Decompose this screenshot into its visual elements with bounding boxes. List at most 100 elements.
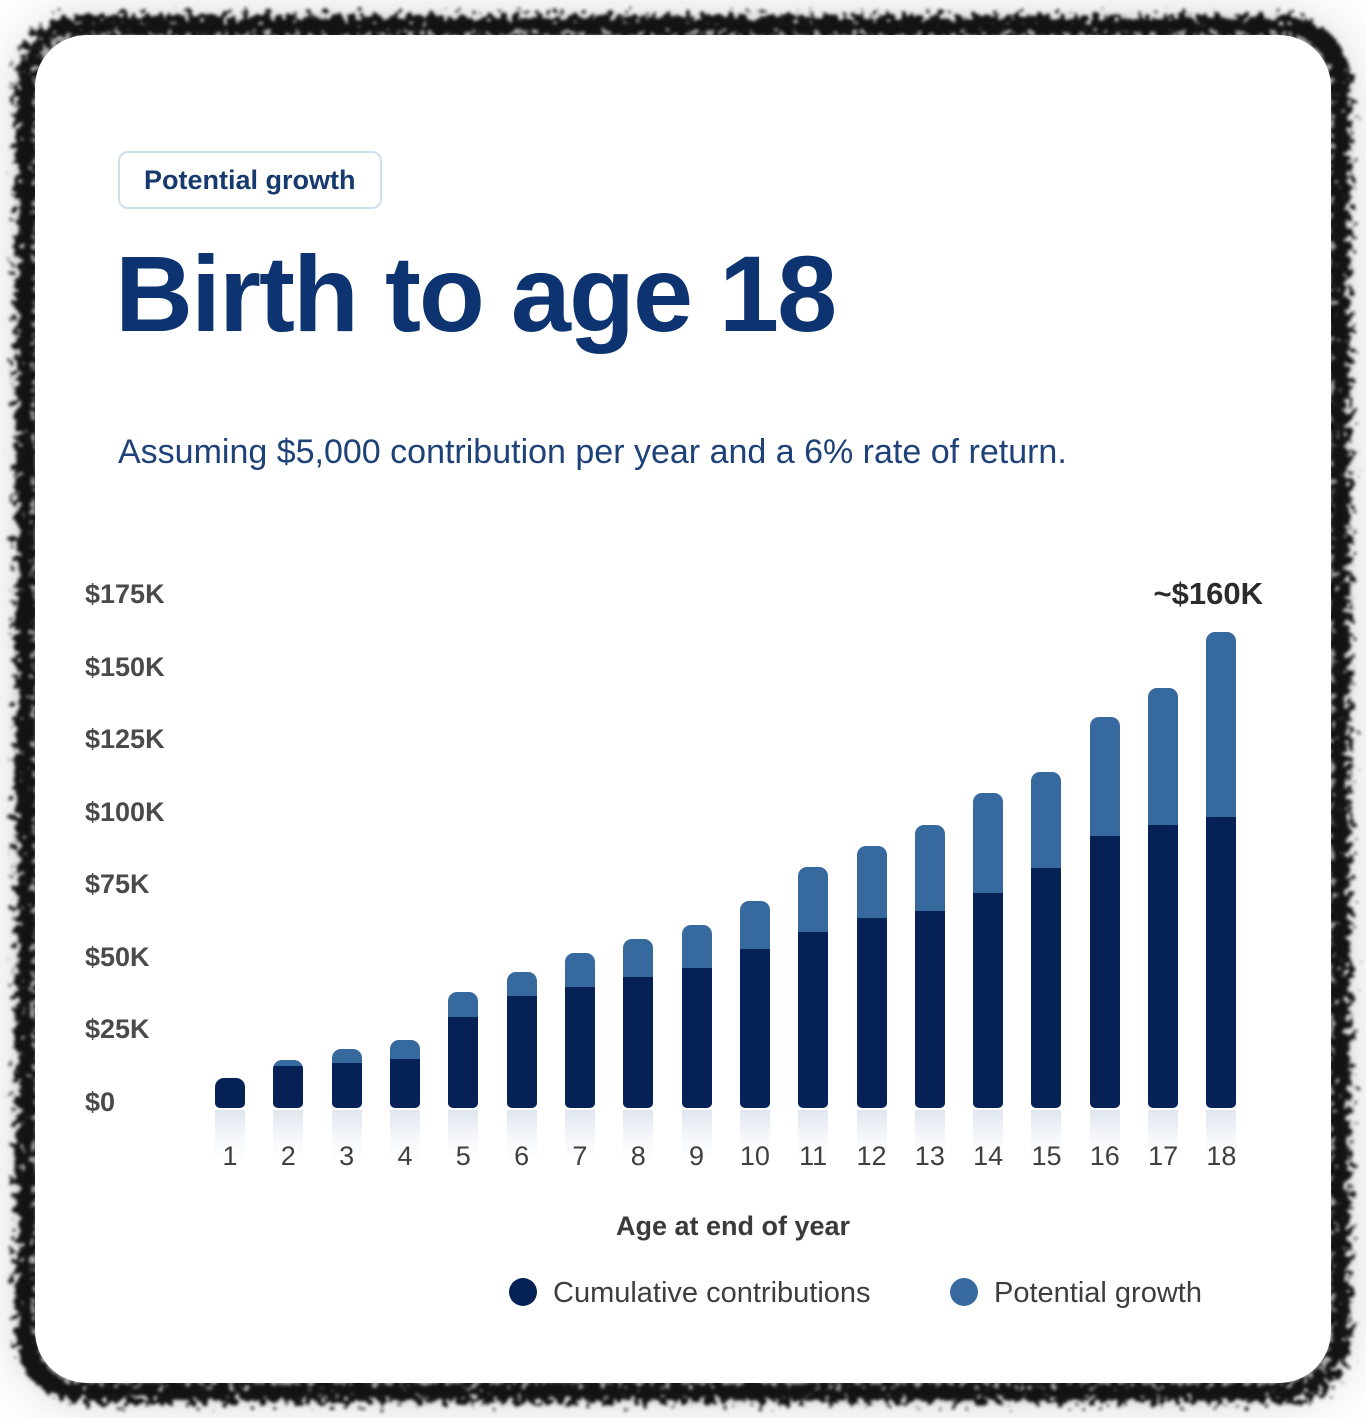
cumulative-contributions-segment (914, 911, 945, 1108)
x-tick-label: 2 (280, 1141, 296, 1171)
stacked-bar-age-13 (914, 825, 945, 1108)
bar-reflection (1089, 1110, 1120, 1162)
potential-growth-segment (973, 793, 1004, 894)
stacked-bar-age-4 (389, 1039, 420, 1108)
potential-growth-segment (389, 1039, 420, 1059)
stacked-bar-age-12 (856, 845, 887, 1108)
bar-reflection (564, 1110, 595, 1162)
bar-reflection (856, 1110, 887, 1162)
potential-growth-segment (1031, 772, 1062, 869)
page-title: Birth to age 18 (115, 233, 837, 354)
plot-area: $175K $150K $125K $100K $75K $50K $25K $0 1 2 3 4 5 6… (35, 35, 1331, 1383)
x-tick-label: 15 (1031, 1141, 1062, 1171)
badge-label: Potential growth (144, 164, 356, 195)
stacked-bar-age-17 (1148, 688, 1179, 1108)
x-tick-label: 18 (1206, 1141, 1237, 1171)
stacked-bar-age-11 (798, 866, 829, 1108)
x-tick-label: 12 (856, 1141, 887, 1171)
y-axis-label: $175K (85, 579, 165, 609)
cumulative-contributions-segment (681, 968, 712, 1108)
legend-dot-potential-growth (950, 1278, 978, 1306)
cumulative-contributions-segment (623, 977, 654, 1108)
x-tick-label: 13 (914, 1141, 945, 1171)
bar-reflection (798, 1110, 829, 1162)
x-tick-label: 17 (1148, 1141, 1179, 1171)
potential-growth-badge: Potential growth (118, 151, 382, 209)
cumulative-contributions-segment (331, 1062, 362, 1108)
cumulative-contributions-segment (273, 1066, 304, 1108)
stacked-bar-age-14 (973, 793, 1004, 1108)
x-tick-label: 4 (397, 1141, 413, 1171)
bar-reflection (681, 1110, 712, 1162)
cumulative-contributions-segment (215, 1078, 245, 1108)
y-axis-label: $125K (85, 724, 165, 755)
cumulative-contributions-segment (798, 932, 829, 1108)
y-axis-label: $50K (85, 941, 150, 972)
cumulative-contributions-segment (1148, 825, 1179, 1108)
potential-growth-segment (331, 1048, 362, 1063)
cumulative-contributions-segment (1206, 816, 1237, 1108)
bar-reflection (331, 1110, 362, 1162)
cumulative-contributions-segment (1089, 836, 1120, 1108)
potential-growth-segment (1089, 716, 1120, 837)
legend-dot-cumulative-contributions (509, 1278, 537, 1306)
x-tick-label: 14 (973, 1141, 1004, 1171)
cumulative-contributions-segment (1031, 868, 1062, 1108)
x-tick-label: 10 (739, 1141, 770, 1171)
stacked-bar-age-8 (623, 939, 654, 1108)
x-tick-label: 7 (572, 1141, 588, 1171)
potential-growth-segment (1206, 631, 1237, 817)
potential-growth-segment (798, 866, 829, 933)
x-tick-label: 16 (1089, 1141, 1120, 1171)
potential-growth-segment (623, 939, 654, 978)
potential-growth-segment (914, 825, 945, 912)
x-tick-label: 1 (222, 1141, 238, 1171)
stacked-bar-age-7 (564, 953, 595, 1108)
y-axis-label: $150K (85, 651, 165, 682)
x-tick-label: 11 (799, 1141, 828, 1171)
stacked-bar-age-10 (739, 900, 770, 1108)
x-tick-label: 3 (339, 1141, 355, 1171)
potential-growth-segment (856, 845, 887, 919)
x-tick-label: 9 (689, 1141, 705, 1171)
y-axis-label: $100K (85, 796, 165, 827)
bar-reflection (389, 1110, 420, 1162)
cumulative-contributions-segment (389, 1058, 420, 1108)
bar-reflection (1206, 1110, 1237, 1162)
chart-card: Potential growth Birth to age 18 Assumin… (35, 35, 1331, 1383)
x-tick-label: 8 (630, 1141, 646, 1171)
legend-label-cumulative-contributions: Cumulative contributions (553, 1277, 871, 1309)
bar-reflection (623, 1110, 654, 1162)
bar-reflection (739, 1110, 770, 1162)
chart-legend: Cumulative contributions Potential growt… (35, 1275, 1331, 1315)
legend-label-potential-growth: Potential growth (994, 1277, 1202, 1309)
cumulative-contributions-segment (448, 1016, 479, 1108)
cumulative-contributions-segment (506, 996, 537, 1108)
cumulative-contributions-segment (973, 893, 1004, 1108)
chart-subtitle: Assuming $5,000 contribution per year an… (118, 433, 1067, 471)
stacked-bar-age-3 (331, 1048, 362, 1108)
x-axis-title: Age at end of year (615, 1211, 851, 1241)
bar-reflection (448, 1110, 479, 1162)
y-axis-label: $0 (85, 1086, 116, 1117)
cumulative-contributions-segment (739, 949, 770, 1108)
stacked-bar-age-1 (215, 1078, 245, 1108)
bar-reflection (914, 1110, 945, 1162)
potential-growth-segment (739, 900, 770, 950)
stacked-bar-age-18 (1206, 631, 1237, 1108)
stacked-bar-age-16 (1089, 716, 1120, 1108)
y-axis-label: $25K (85, 1014, 150, 1045)
bar-reflection (273, 1110, 304, 1162)
stacked-bar-age-2 (273, 1060, 304, 1108)
cumulative-contributions-segment (564, 987, 595, 1108)
cumulative-contributions-segment (856, 918, 887, 1108)
x-tick-label: 6 (514, 1141, 530, 1171)
stacked-bar-age-6 (506, 971, 537, 1108)
bar-reflection (973, 1110, 1004, 1162)
potential-growth-segment (273, 1060, 304, 1067)
bar-reflection (215, 1110, 245, 1162)
stacked-bar-age-9 (681, 925, 712, 1108)
potential-growth-segment (1148, 688, 1179, 826)
